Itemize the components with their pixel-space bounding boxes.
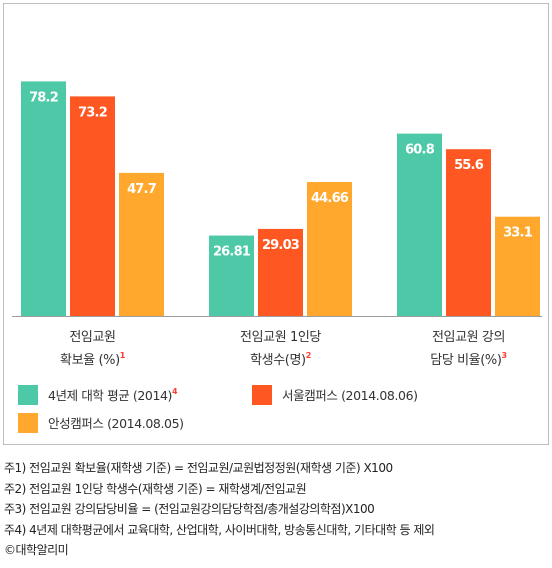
legend-swatch bbox=[18, 413, 38, 433]
legend-swatch bbox=[18, 385, 38, 405]
category-label: 담당 비율(%)3 bbox=[430, 351, 506, 368]
bar-series1-group1 bbox=[21, 81, 66, 317]
footnote-marker: 3 bbox=[502, 351, 507, 360]
legend-label: 서울캠퍼스 (2014.08.06) bbox=[282, 388, 418, 403]
footnote-4: 주4) 4년제 대학평균에서 교육대학, 산업대학, 사이버대학, 방송통신대학… bbox=[4, 522, 435, 537]
category-label: 전임교원 bbox=[69, 330, 115, 345]
data-label: 78.2 bbox=[29, 90, 58, 105]
category-label: 학생수(명)2 bbox=[250, 351, 311, 368]
data-label: 47.7 bbox=[127, 182, 157, 197]
footnote-3: 주3) 전임교원 강의담당비율 = (전임교원강의담당학점/총개설강의학점)X1… bbox=[4, 502, 375, 516]
footnote-marker: 2 bbox=[306, 351, 311, 360]
data-label: 44.66 bbox=[311, 191, 349, 206]
bar-series2-group1 bbox=[70, 96, 115, 317]
data-label: 29.03 bbox=[262, 238, 300, 253]
category-label: 전임교원 1인당 bbox=[240, 330, 321, 345]
bar-series3-group1 bbox=[119, 172, 164, 316]
source-credit: ©대학알리미 bbox=[4, 543, 69, 557]
legend-label: 안성캠퍼스 (2014.08.05) bbox=[48, 416, 184, 431]
data-label: 33.1 bbox=[503, 226, 533, 241]
category-label: 전임교원 강의 bbox=[432, 330, 505, 345]
data-label: 60.8 bbox=[405, 143, 435, 158]
legend-swatch bbox=[252, 385, 272, 405]
data-label: 73.2 bbox=[78, 105, 107, 120]
footnote-marker: 1 bbox=[120, 351, 126, 360]
footnote-2: 주2) 전임교원 1인당 학생수(재학생 기준) = 재학생계/전임교원 bbox=[4, 481, 307, 496]
bar-series1-group2 bbox=[209, 235, 254, 316]
bar-series1-group3 bbox=[397, 133, 442, 316]
bar-series3-group2 bbox=[307, 182, 352, 316]
footnote-marker: 4 bbox=[172, 387, 178, 396]
footnote-1: 주1) 전임교원 확보율(재학생 기준) = 전임교원/교원법정정원(재학생 기… bbox=[4, 461, 393, 475]
bar-series2-group3 bbox=[446, 149, 491, 316]
data-label: 55.6 bbox=[454, 158, 484, 173]
chart-frame: 78.2 26.81 60.8 73.2 29.03 55.6 47.7 44.66 33.1 전… bbox=[3, 3, 549, 445]
legend-label: 4년제 대학 평균 (2014)4 bbox=[48, 387, 178, 403]
category-label: 확보율 (%)1 bbox=[60, 351, 126, 368]
footnotes: 주1) 전임교원 확보율(재학생 기준) = 전임교원/교원법정정원(재학생 기… bbox=[4, 458, 548, 561]
bar-chart: 78.2 26.81 60.8 73.2 29.03 55.6 47.7 44.66 33.1 전… bbox=[12, 81, 542, 433]
bar-series3-group3 bbox=[495, 216, 540, 316]
data-label: 26.81 bbox=[213, 245, 251, 260]
bar-series2-group2 bbox=[258, 228, 303, 316]
